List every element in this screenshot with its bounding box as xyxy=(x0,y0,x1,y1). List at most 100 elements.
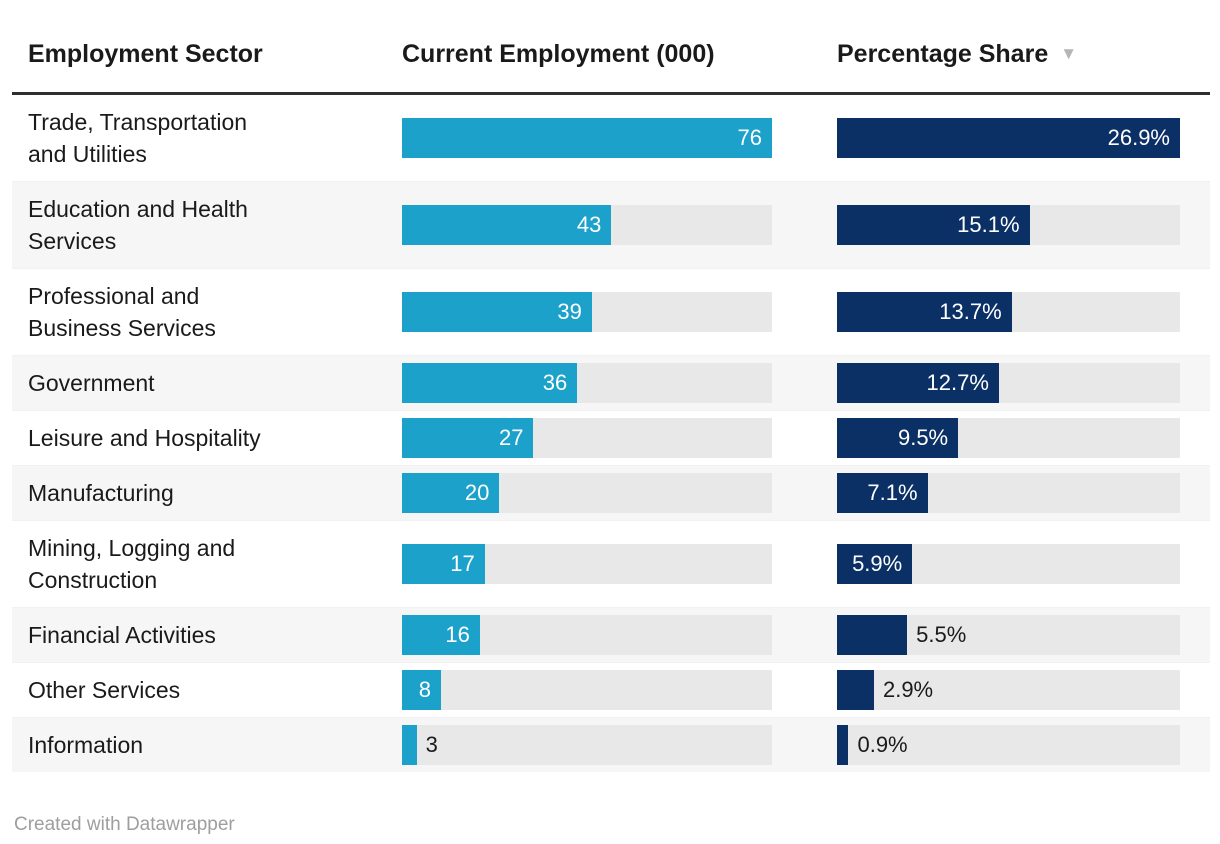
sector-label: Trade, Transportation and Utilities xyxy=(12,95,402,181)
share-bar-cell: 13.7% xyxy=(837,292,1180,332)
share-bar xyxy=(837,615,908,655)
employment-value-label: 43 xyxy=(576,212,602,237)
share-value-label: 0.9% xyxy=(857,732,908,757)
employment-bar-cell: 3 xyxy=(402,725,772,765)
share-value-label: 12.7% xyxy=(926,370,989,395)
employment-bar-cell: 16 xyxy=(402,615,772,655)
share-bar-cell: 12.7% xyxy=(837,363,1180,403)
sector-label: Financial Activities xyxy=(12,608,402,662)
column-header-current-employment[interactable]: Current Employment (000) xyxy=(402,40,772,68)
share-bar-track: 26.9% xyxy=(837,118,1180,158)
employment-bar: 43 xyxy=(402,205,612,245)
employment-bar: 17 xyxy=(402,544,485,584)
table-row: Mining, Logging and Construction 17 5.9% xyxy=(12,520,1210,607)
share-bar: 7.1% xyxy=(837,473,928,513)
table-row: Professional and Business Services 39 13… xyxy=(12,268,1210,355)
share-bar-track: 9.5% xyxy=(837,418,1180,458)
share-bar: 15.1% xyxy=(837,205,1030,245)
employment-bar xyxy=(402,725,417,765)
employment-bar-cell: 20 xyxy=(402,473,772,513)
share-value-label: 15.1% xyxy=(957,212,1020,237)
share-value-label: 5.5% xyxy=(916,622,967,647)
sector-label: Professional and Business Services xyxy=(12,269,402,355)
sector-label-text: Manufacturing xyxy=(28,480,174,506)
share-bar-track: 5.5% xyxy=(837,615,1180,655)
column-header-percentage-share[interactable]: Percentage Share ▼ xyxy=(837,40,1180,68)
table-row: Information 3 0.9% xyxy=(12,717,1210,772)
employment-bar-cell: 39 xyxy=(402,292,772,332)
table-row: Financial Activities 16 5.5% xyxy=(12,607,1210,662)
sector-label-text: Financial Activities xyxy=(28,622,216,648)
sector-label-text: Leisure and Hospitality xyxy=(28,425,261,451)
employment-value-label: 3 xyxy=(425,732,438,757)
sector-label: Government xyxy=(12,356,402,410)
employment-bar: 76 xyxy=(402,118,772,158)
sector-label-text: Mining, Logging and Construction xyxy=(28,535,236,593)
sector-label-text: Government xyxy=(28,370,155,396)
table-row: Manufacturing 20 7.1% xyxy=(12,465,1210,520)
employment-bar-track: 43 xyxy=(402,205,772,245)
employment-bar-track: 16 xyxy=(402,615,772,655)
share-bar-track: 15.1% xyxy=(837,205,1180,245)
table-row: Trade, Transportation and Utilities 76 2… xyxy=(12,95,1210,181)
share-value-label: 26.9% xyxy=(1107,125,1170,150)
sort-descending-icon[interactable]: ▼ xyxy=(1060,44,1078,63)
share-bar-cell: 15.1% xyxy=(837,205,1180,245)
share-bar-cell: 9.5% xyxy=(837,418,1180,458)
employment-value-label: 76 xyxy=(737,125,762,150)
share-bar-track: 13.7% xyxy=(837,292,1180,332)
table-body: Trade, Transportation and Utilities 76 2… xyxy=(12,95,1210,772)
employment-bar-track: 3 xyxy=(402,725,772,765)
share-bar xyxy=(837,725,849,765)
sector-label: Leisure and Hospitality xyxy=(12,411,402,465)
share-bar-cell: 5.9% xyxy=(837,544,1180,584)
employment-bar-track: 39 xyxy=(402,292,772,332)
sector-label: Other Services xyxy=(12,663,402,717)
employment-value-label: 36 xyxy=(542,370,568,395)
sector-label-text: Other Services xyxy=(28,677,181,703)
share-bar-track: 0.9% xyxy=(837,725,1180,765)
sector-label: Information xyxy=(12,718,402,772)
table-header-row: Employment Sector Current Employment (00… xyxy=(12,40,1210,95)
employment-bar-track: 27 xyxy=(402,418,772,458)
share-bar-cell: 0.9% xyxy=(837,725,1180,765)
sector-label-text: Professional and Business Services xyxy=(28,283,216,341)
share-value-label: 9.5% xyxy=(897,425,949,450)
employment-bar-track: 20 xyxy=(402,473,772,513)
employment-bar-cell: 43 xyxy=(402,205,772,245)
employment-bar: 27 xyxy=(402,418,534,458)
sector-label: Mining, Logging and Construction xyxy=(12,521,402,607)
table-row: Other Services 8 2.9% xyxy=(12,662,1210,717)
employment-bar: 39 xyxy=(402,292,592,332)
employment-value-label: 17 xyxy=(450,551,475,576)
column-header-label: Current Employment (000) xyxy=(402,40,715,68)
employment-bar: 16 xyxy=(402,615,480,655)
datawrapper-credit[interactable]: Created with Datawrapper xyxy=(14,814,235,835)
share-bar-cell: 2.9% xyxy=(837,670,1180,710)
column-header-label: Employment Sector xyxy=(28,40,263,68)
employment-bar-track: 36 xyxy=(402,363,772,403)
column-header-employment-sector[interactable]: Employment Sector xyxy=(12,40,402,68)
share-bar-track: 12.7% xyxy=(837,363,1180,403)
employment-value-label: 8 xyxy=(418,677,431,702)
share-bar: 12.7% xyxy=(837,363,999,403)
employment-bar: 8 xyxy=(402,670,441,710)
share-value-label: 13.7% xyxy=(939,299,1002,324)
employment-value-label: 16 xyxy=(445,622,470,647)
table-row: Leisure and Hospitality 27 9.5% xyxy=(12,410,1210,465)
share-bar-track: 5.9% xyxy=(837,544,1180,584)
share-bar-cell: 5.5% xyxy=(837,615,1180,655)
employment-value-label: 27 xyxy=(498,425,524,450)
employment-bar-track: 76 xyxy=(402,118,772,158)
share-bar: 9.5% xyxy=(837,418,959,458)
employment-bar: 20 xyxy=(402,473,500,513)
sector-label: Manufacturing xyxy=(12,466,402,520)
table-row: Government 36 12.7% xyxy=(12,355,1210,410)
employment-bar-cell: 36 xyxy=(402,363,772,403)
employment-bar-cell: 27 xyxy=(402,418,772,458)
share-bar-cell: 26.9% xyxy=(837,118,1180,158)
share-bar-track: 7.1% xyxy=(837,473,1180,513)
employment-value-label: 20 xyxy=(464,480,490,505)
column-header-label: Percentage Share xyxy=(837,40,1049,68)
